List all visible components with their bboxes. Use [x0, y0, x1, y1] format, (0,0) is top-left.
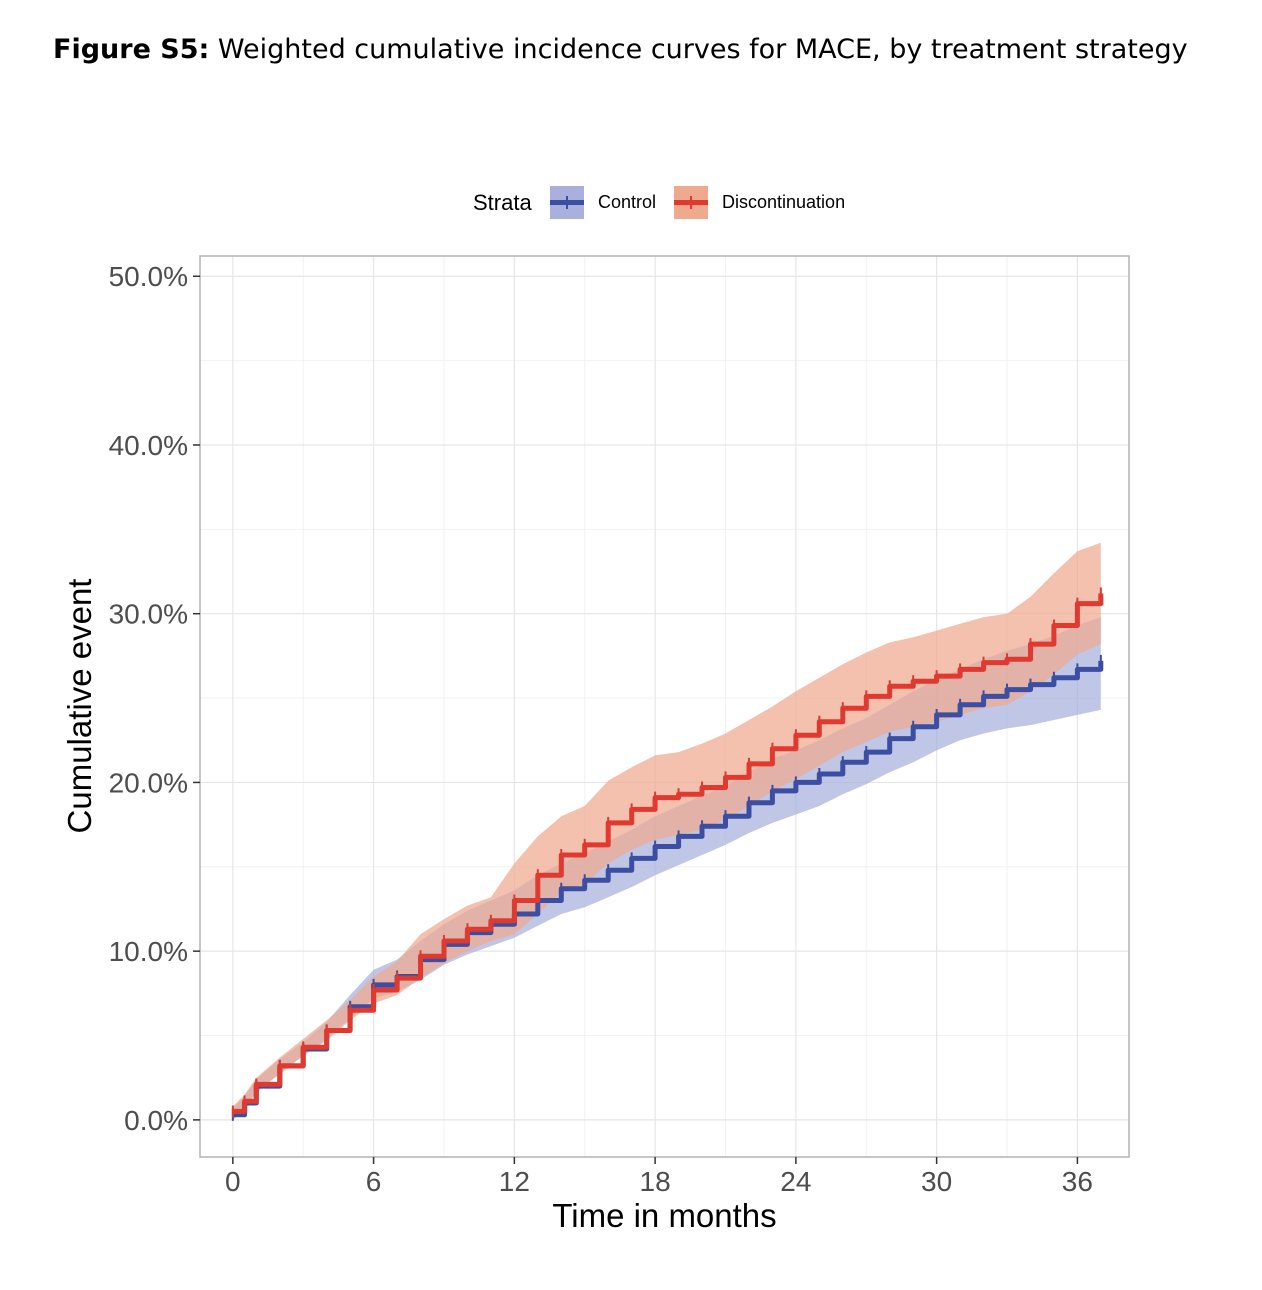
x-tick-label: 30: [921, 1166, 952, 1197]
band-control: [232, 617, 1101, 1120]
figure-caption: Figure S5: Weighted cumulative incidence…: [53, 34, 1188, 65]
x-axis-title: Time in months: [552, 1197, 776, 1234]
figure-caption-text: Weighted cumulative incidence curves for…: [217, 34, 1188, 65]
panel-border: [199, 255, 1130, 1158]
band-discontinuation: [232, 542, 1101, 1117]
y-axis-title: Cumulative event: [61, 579, 98, 834]
legend-title: Strata: [473, 190, 532, 215]
axes: 0 6 12 18 24 30 36 0.0% 10.0% 20.0% 30.0% 40.0% 50.0…: [109, 261, 1093, 1197]
x-tick-label: 6: [366, 1166, 382, 1197]
x-tick-label: 18: [640, 1166, 671, 1197]
legend-key-discontinuation: [674, 186, 708, 219]
legend: Strata Control Discontinuation: [473, 186, 845, 219]
x-tick-label: 36: [1062, 1166, 1093, 1197]
legend-label-discontinuation: Discontinuation: [722, 192, 845, 212]
x-tick-label: 24: [780, 1166, 811, 1197]
y-tick-label: 40.0%: [109, 430, 188, 461]
y-tick-label: 30.0%: [109, 599, 188, 630]
x-tick-label: 0: [225, 1166, 241, 1197]
figure-caption-label: Figure S5:: [53, 34, 210, 65]
legend-key-control: [550, 186, 584, 219]
series-lines: [231, 587, 1104, 1121]
y-tick-label: 10.0%: [109, 936, 188, 967]
confidence-bands: [232, 542, 1101, 1120]
legend-label-control: Control: [598, 192, 656, 212]
x-tick-label: 12: [499, 1166, 530, 1197]
y-tick-label: 0.0%: [124, 1105, 188, 1136]
y-tick-label: 50.0%: [109, 261, 188, 292]
y-tick-label: 20.0%: [109, 767, 188, 798]
